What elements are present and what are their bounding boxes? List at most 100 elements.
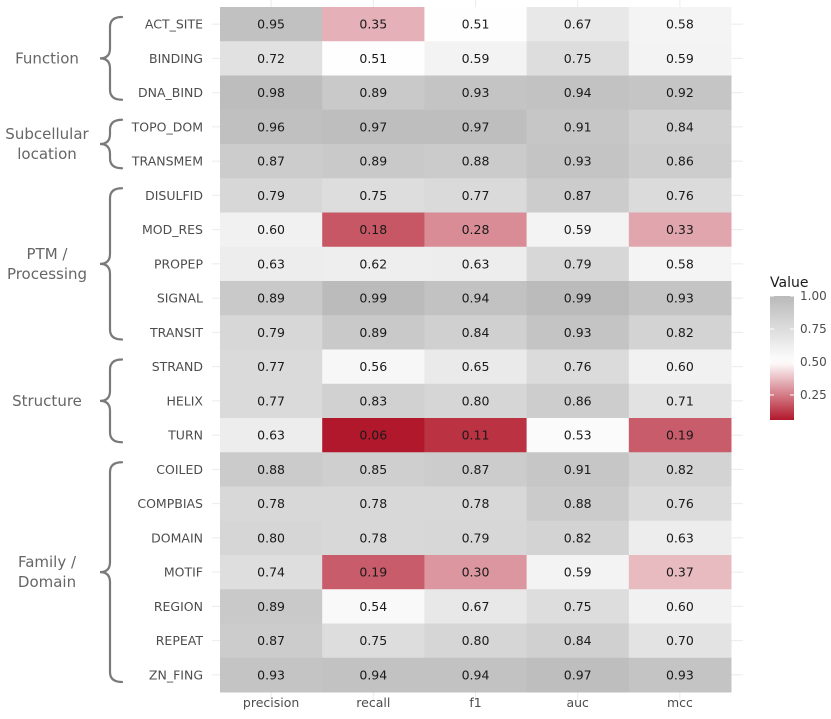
cell-value-label: 0.75 xyxy=(564,51,592,66)
heatmap-cell xyxy=(322,520,425,556)
heatmap-cell xyxy=(322,7,425,42)
cell-value-label: 0.53 xyxy=(564,428,592,443)
cell-value-label: 0.65 xyxy=(462,359,490,374)
cell-value-label: 0.89 xyxy=(257,291,285,306)
heatmap-cell xyxy=(628,41,732,76)
heatmap-cell xyxy=(628,589,732,624)
y-tick-label: ZN_FING xyxy=(149,667,203,682)
group-label: Structure xyxy=(12,392,82,410)
group-bracket xyxy=(99,15,124,101)
y-tick-label: HELIX xyxy=(166,393,203,408)
cell-value-label: 0.92 xyxy=(666,85,694,100)
heatmap-cell xyxy=(322,418,425,453)
heatmap-cell xyxy=(628,418,732,453)
cell-value-label: 0.88 xyxy=(564,496,592,511)
cell-value-label: 0.85 xyxy=(359,462,387,477)
heatmap-cell xyxy=(526,75,630,111)
group-bracket xyxy=(99,358,124,444)
y-tick-label: MOD_RES xyxy=(142,222,203,237)
cell-value-label: 0.75 xyxy=(359,188,387,203)
heatmap-cell xyxy=(424,623,528,659)
group-label: Subcellular location xyxy=(5,125,89,163)
heatmap-cell xyxy=(424,75,528,111)
x-axis-tick-labels: precision recall f1 auc mcc xyxy=(243,695,693,710)
cell-value-label: 0.70 xyxy=(666,633,694,648)
heatmap-cell xyxy=(424,452,528,487)
heatmap-cell xyxy=(424,486,528,522)
cell-value-label: 0.94 xyxy=(564,85,592,100)
cell-value-label: 0.97 xyxy=(462,119,490,134)
legend-tick-label: 0.50 xyxy=(800,355,827,369)
y-tick-label: DISULFID xyxy=(145,188,203,203)
heatmap-cell xyxy=(322,349,425,385)
cell-value-label: 0.77 xyxy=(257,359,285,374)
cell-value-label: 0.35 xyxy=(359,17,387,32)
y-tick-label: ACT_SITE xyxy=(145,17,203,32)
cell-value-label: 0.60 xyxy=(257,222,285,237)
heatmap-cell xyxy=(526,452,630,487)
cell-value-label: 0.58 xyxy=(666,256,694,271)
cell-value-label: 0.18 xyxy=(359,222,387,237)
heatmap-cell xyxy=(322,281,425,316)
heatmap-cell xyxy=(220,349,323,385)
heatmap-cell xyxy=(322,589,425,624)
heatmap-cell xyxy=(628,486,732,522)
heatmap-cell xyxy=(322,315,425,350)
heatmap-cell xyxy=(424,555,528,590)
heatmap-cell xyxy=(628,75,732,111)
y-tick-label: SIGNAL xyxy=(157,291,203,306)
cell-value-label: 0.51 xyxy=(359,51,387,66)
heatmap-cell xyxy=(526,109,630,145)
group-label: Family / Domain xyxy=(18,553,77,591)
heatmap-cell xyxy=(628,109,732,145)
y-tick-label: BINDING xyxy=(149,51,203,66)
cell-value-label: 0.93 xyxy=(564,154,592,169)
cell-value-label: 0.71 xyxy=(666,393,694,408)
heatmap-cell xyxy=(424,7,528,42)
cell-value-label: 0.06 xyxy=(359,428,387,443)
cell-value-label: 0.91 xyxy=(564,462,592,477)
y-tick-label: COILED xyxy=(156,462,203,477)
cell-value-label: 0.86 xyxy=(666,154,694,169)
heatmap-cell xyxy=(424,657,528,693)
cell-value-label: 0.56 xyxy=(359,359,387,374)
heatmap-cell xyxy=(322,75,425,111)
heatmap-cell xyxy=(424,246,528,282)
heatmap-cell xyxy=(322,41,425,76)
cell-value-label: 0.82 xyxy=(666,462,694,477)
y-tick-label: REPEAT xyxy=(156,633,204,648)
y-tick-label: COMPBIAS xyxy=(137,496,203,511)
cell-value-label: 0.80 xyxy=(462,393,490,408)
cell-value-label: 0.67 xyxy=(462,599,490,614)
cell-value-label: 0.75 xyxy=(359,633,387,648)
cell-value-label: 0.74 xyxy=(257,565,285,580)
heatmap-cell xyxy=(424,383,528,419)
cell-value-label: 0.28 xyxy=(462,222,490,237)
legend-tick-label: 1.00 xyxy=(800,289,827,303)
cell-value-label: 0.79 xyxy=(257,188,285,203)
heatmap-cell xyxy=(322,246,425,282)
heatmap-cell xyxy=(628,555,732,590)
group-bracket xyxy=(99,187,124,341)
cell-value-label: 0.79 xyxy=(257,325,285,340)
cell-value-label: 0.93 xyxy=(257,667,285,682)
legend-colorbar xyxy=(770,296,794,420)
cell-value-label: 0.99 xyxy=(564,291,592,306)
cell-value-label: 0.91 xyxy=(564,119,592,134)
heatmap-cell xyxy=(628,246,732,282)
heatmap-cell xyxy=(526,7,630,42)
heatmap-cell xyxy=(220,75,323,111)
heatmap-cell xyxy=(322,144,425,179)
heatmap-cell xyxy=(220,589,323,624)
cell-value-label: 0.95 xyxy=(257,17,285,32)
heatmap-cell xyxy=(220,212,323,248)
cell-value-label: 0.78 xyxy=(359,496,387,511)
y-tick-label: TRANSMEM xyxy=(131,154,203,169)
heatmap-cell xyxy=(526,486,630,522)
y-tick-label: REGION xyxy=(154,599,203,614)
heatmap-cell xyxy=(220,452,323,487)
heatmap-cell xyxy=(628,144,732,179)
heatmap-cell xyxy=(628,452,732,487)
